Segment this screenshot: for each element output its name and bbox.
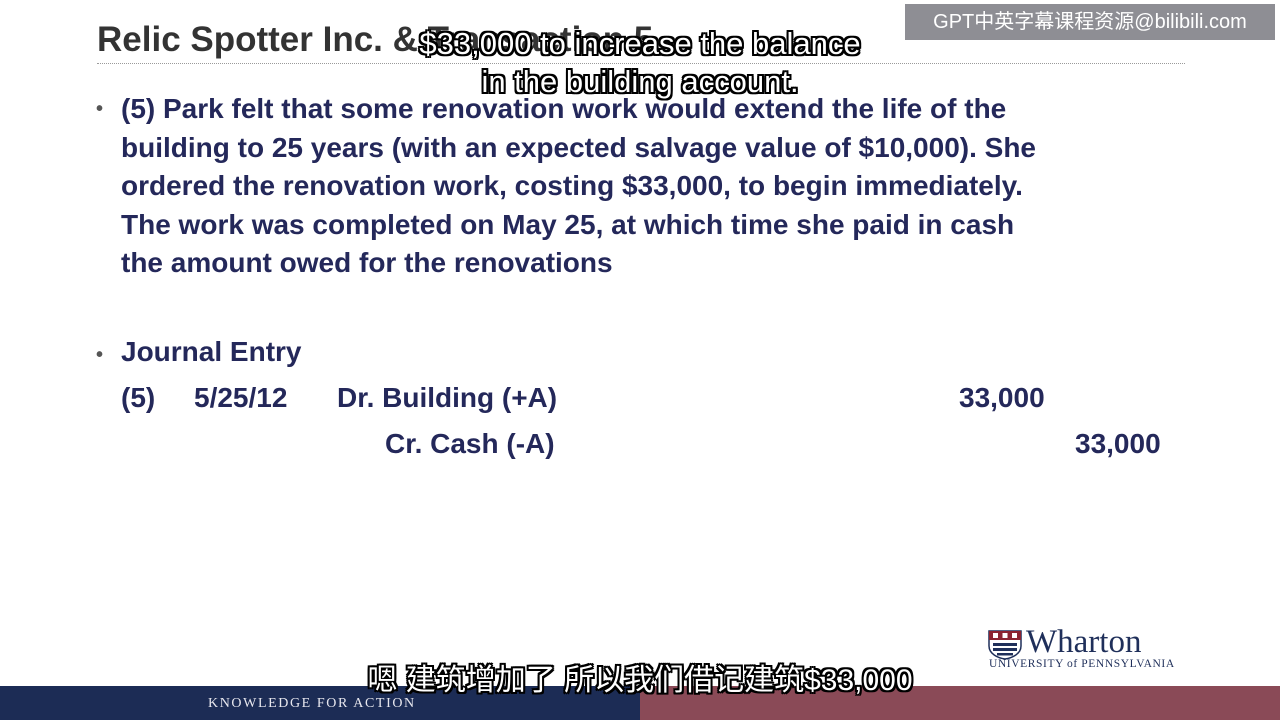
description-line: ordered the renovation work, costing $33… bbox=[121, 170, 1023, 201]
description-line: The work was completed on May 25, at whi… bbox=[121, 208, 1015, 240]
logo-subtitle: UNIVERSITY of PENNSYLVANIA bbox=[989, 658, 1175, 670]
transaction-description: (5) Park felt that some renovation work … bbox=[121, 90, 1191, 283]
journal-entry-heading: Journal Entry bbox=[121, 336, 302, 367]
subtitle-chinese: 嗯 建筑增加了 所以我们借记建筑$33,000 bbox=[367, 664, 913, 697]
bullet-dot-icon: • bbox=[96, 344, 104, 366]
debit-amount: 33,000 bbox=[959, 382, 1045, 413]
description-line: building to 25 years (with an expected s… bbox=[121, 131, 1037, 163]
journal-entry-date: 5/25/12 bbox=[194, 382, 288, 413]
description-line: the amount owed for the renovations bbox=[121, 247, 613, 278]
footer-tagline: KNOWLEDGE FOR ACTION bbox=[208, 696, 416, 711]
video-watermark: GPT中英字幕课程资源@bilibili.com bbox=[905, 4, 1275, 40]
shield-icon bbox=[988, 630, 1022, 660]
slide-title: Relic Spotter Inc. & Transaction 5 bbox=[97, 20, 654, 59]
footer-bar-right bbox=[640, 686, 1280, 720]
credit-account: Cr. Cash (-A) bbox=[385, 428, 555, 459]
subtitle-english-line-2: in the building account. bbox=[481, 64, 799, 99]
journal-entry-number: (5) bbox=[121, 382, 156, 413]
debit-account: Dr. Building (+A) bbox=[337, 382, 558, 413]
title-divider bbox=[97, 63, 1185, 64]
footer-bar-left: KNOWLEDGE FOR ACTION bbox=[0, 686, 640, 720]
logo-wordmark: Wharton bbox=[1026, 624, 1142, 660]
credit-amount: 33,000 bbox=[1075, 428, 1161, 459]
subtitle-english-line-1: $33,000 to increase the balance bbox=[419, 26, 861, 61]
wharton-logo: Wharton UNIVERSITY of PENNSYLVANIA bbox=[988, 624, 1193, 674]
bullet-dot-icon: • bbox=[96, 98, 104, 120]
description-line: (5) Park felt that some renovation work … bbox=[121, 93, 1007, 124]
